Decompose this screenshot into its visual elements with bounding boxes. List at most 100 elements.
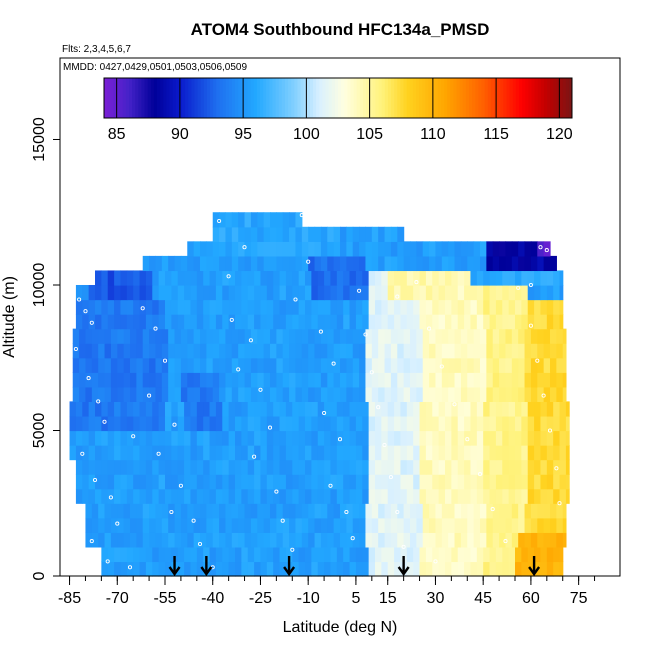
heatmap-cell bbox=[257, 517, 265, 533]
heatmap-cell bbox=[553, 459, 561, 475]
sample-point bbox=[318, 329, 323, 334]
heatmap-cell bbox=[546, 284, 554, 301]
heatmap-cell bbox=[403, 386, 411, 402]
heatmap-cell bbox=[120, 299, 128, 315]
heatmap-cell bbox=[317, 314, 325, 330]
heatmap-cell bbox=[209, 445, 217, 461]
heatmap-cell bbox=[171, 430, 179, 446]
heatmap-cell bbox=[378, 503, 386, 519]
heatmap-cell bbox=[375, 459, 382, 475]
heatmap-cell bbox=[279, 401, 287, 417]
heatmap-cell bbox=[381, 474, 389, 490]
heatmap-cell bbox=[209, 284, 217, 301]
heatmap-cell bbox=[91, 386, 99, 402]
heatmap-cell bbox=[114, 270, 122, 286]
heatmap-cell bbox=[368, 445, 376, 461]
heatmap-cell bbox=[384, 328, 392, 344]
heatmap-cell bbox=[117, 532, 125, 548]
colorbar-swatch bbox=[213, 78, 217, 118]
heatmap-cell bbox=[340, 357, 347, 373]
heatmap-cell bbox=[489, 459, 497, 475]
heatmap-cell bbox=[222, 401, 230, 417]
heatmap-cell bbox=[508, 270, 516, 286]
heatmap-cell bbox=[114, 488, 122, 504]
colorbar-swatch bbox=[478, 78, 483, 118]
heatmap-cell bbox=[540, 488, 548, 504]
heatmap-cell bbox=[330, 284, 338, 301]
heatmap-cell bbox=[540, 401, 548, 417]
heatmap-cell bbox=[534, 299, 542, 315]
heatmap-cell bbox=[168, 532, 176, 548]
heatmap-cell bbox=[235, 415, 242, 432]
colorbar-swatch bbox=[522, 78, 526, 118]
heatmap-cell bbox=[384, 357, 392, 373]
heatmap-cell bbox=[190, 474, 198, 490]
heatmap-cell bbox=[371, 241, 379, 257]
heatmap-cell bbox=[120, 415, 128, 432]
heatmap-cell bbox=[184, 474, 192, 490]
heatmap-cell bbox=[320, 255, 328, 272]
sample-point bbox=[280, 518, 285, 523]
heatmap-cell bbox=[254, 546, 262, 563]
heatmap-cell bbox=[537, 386, 545, 402]
heatmap-cell bbox=[266, 445, 274, 461]
heatmap-cell bbox=[515, 314, 522, 330]
heatmap-cell bbox=[470, 401, 478, 417]
heatmap-cell bbox=[219, 212, 227, 228]
heatmap-cell bbox=[505, 372, 513, 388]
heatmap-cell bbox=[502, 270, 510, 286]
heatmap-cell bbox=[457, 314, 465, 330]
heatmap-cell bbox=[247, 284, 255, 301]
heatmap-cell bbox=[368, 299, 376, 315]
heatmap-cell bbox=[515, 415, 522, 432]
heatmap-cell bbox=[257, 386, 265, 402]
heatmap-cell bbox=[505, 386, 513, 402]
heatmap-cell bbox=[298, 284, 306, 301]
heatmap-cell bbox=[305, 445, 312, 461]
heatmap-cell bbox=[158, 430, 166, 446]
heatmap-cell bbox=[238, 343, 246, 359]
heatmap-cell bbox=[378, 343, 386, 359]
heatmap-cell bbox=[88, 459, 96, 475]
heatmap-cell bbox=[550, 357, 557, 373]
colorbar-swatch bbox=[484, 78, 489, 118]
heatmap-cell bbox=[165, 445, 172, 461]
colorbar-swatch bbox=[543, 78, 548, 118]
heatmap-cell bbox=[515, 546, 522, 563]
heatmap-cell bbox=[228, 459, 236, 475]
heatmap-cell bbox=[343, 430, 351, 446]
heatmap-cell bbox=[171, 270, 179, 286]
heatmap-cell bbox=[352, 241, 360, 257]
heatmap-cell bbox=[492, 241, 500, 257]
heatmap-cell bbox=[266, 314, 274, 330]
heatmap-cell bbox=[400, 430, 408, 446]
heatmap-cell bbox=[120, 459, 128, 475]
colorbar-swatch bbox=[182, 78, 186, 118]
heatmap-cell bbox=[543, 532, 551, 548]
heatmap-cell bbox=[495, 488, 503, 504]
heatmap-cell bbox=[177, 270, 185, 286]
colorbar-swatch bbox=[425, 78, 429, 118]
heatmap-cell bbox=[244, 532, 252, 548]
heatmap-cell bbox=[432, 415, 440, 432]
heatmap-cell bbox=[298, 488, 306, 504]
colorbar-swatch bbox=[416, 78, 420, 118]
heatmap-cell bbox=[546, 299, 554, 315]
heatmap-cell bbox=[508, 488, 516, 504]
heatmap-cell bbox=[247, 546, 255, 563]
heatmap-cell bbox=[171, 299, 179, 315]
heatmap-cell bbox=[349, 445, 357, 461]
heatmap-cell bbox=[244, 357, 252, 373]
colorbar-swatch bbox=[309, 78, 314, 118]
heatmap-cell bbox=[250, 226, 258, 242]
heatmap-cell bbox=[314, 386, 322, 402]
heatmap-cell bbox=[457, 474, 465, 490]
heatmap-cell bbox=[88, 430, 96, 446]
heatmap-cell bbox=[336, 284, 344, 301]
heatmap-cell bbox=[133, 430, 141, 446]
colorbar-swatch bbox=[235, 78, 239, 118]
sample-point bbox=[274, 489, 279, 494]
heatmap-cell bbox=[308, 503, 316, 519]
heatmap-cell bbox=[419, 430, 427, 446]
heatmap-cell bbox=[95, 284, 102, 301]
